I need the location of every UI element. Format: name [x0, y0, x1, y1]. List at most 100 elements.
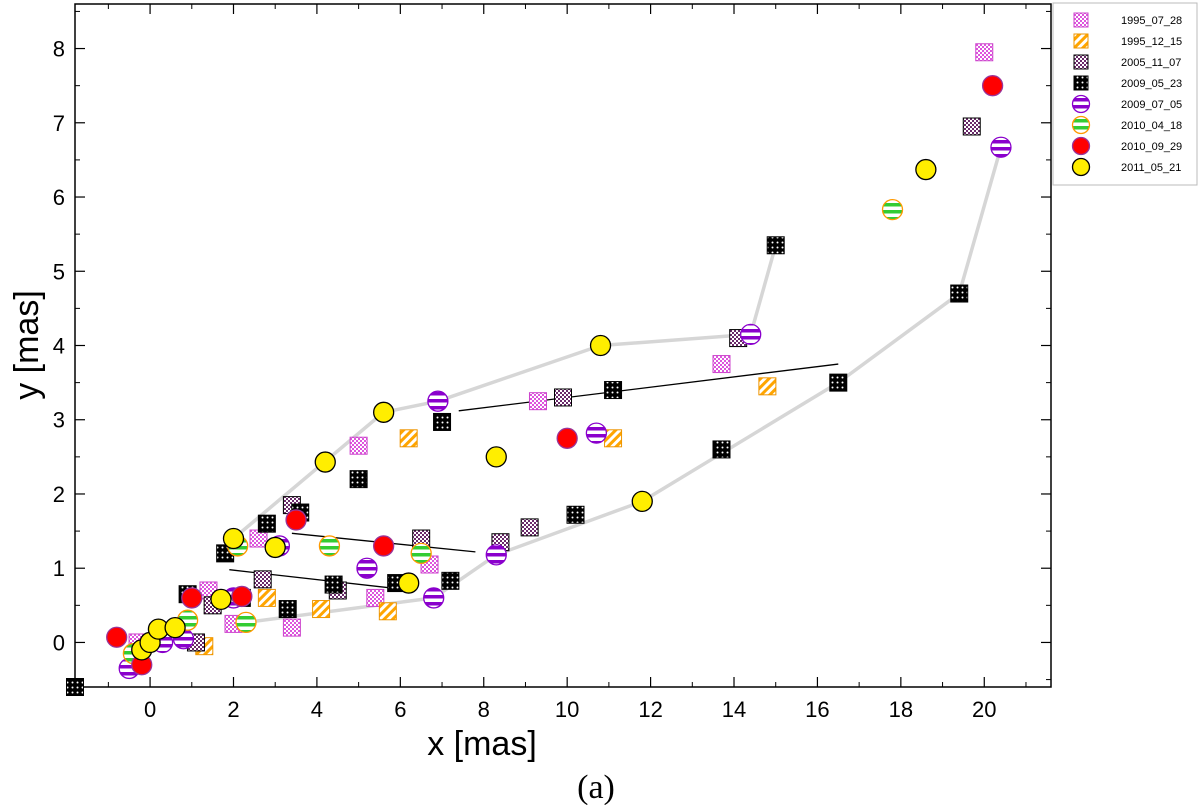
- point-1995_07_28: [528, 392, 547, 411]
- point-1995_12_15: [399, 429, 418, 448]
- y-tick-label: 0: [53, 630, 65, 655]
- legend-label-2009_05_23: 2009_05_23: [1121, 78, 1182, 90]
- legend-label-1995_12_15: 1995_12_15: [1121, 36, 1182, 48]
- point-2011_05_21: [915, 158, 937, 181]
- legend-label-2010_09_29: 2010_09_29: [1121, 141, 1182, 153]
- point-2010_09_29: [231, 585, 253, 608]
- point-2011_05_21: [372, 401, 395, 423]
- y-tick-label: 8: [53, 37, 65, 62]
- point-2009_07_05: [585, 422, 608, 444]
- y-tick-label: 5: [53, 259, 65, 284]
- figure-caption: (a): [577, 769, 615, 805]
- y-tick-label: 7: [53, 111, 65, 136]
- point-2005_11_07: [962, 117, 981, 136]
- point-2005_11_07: [520, 518, 539, 537]
- point-2011_05_21: [164, 616, 186, 639]
- x-tick-label: 4: [311, 697, 323, 722]
- y-axis-title: y [mas]: [8, 290, 46, 400]
- point-2011_05_21: [222, 527, 245, 550]
- point-1995_12_15: [758, 377, 777, 396]
- point-2010_04_18: [318, 535, 341, 557]
- point-1995_07_28: [366, 588, 385, 607]
- x-tick-label: 0: [144, 697, 156, 722]
- x-tick-label: 10: [555, 697, 579, 722]
- x-tick-label: 14: [722, 697, 746, 722]
- point-2011_05_21: [314, 451, 336, 473]
- point-2009_05_23: [433, 412, 452, 431]
- point-2009_05_23: [829, 373, 848, 392]
- y-tick-label: 1: [53, 556, 65, 581]
- point-1995_12_15: [312, 600, 331, 619]
- point-2009_07_05: [990, 136, 1012, 158]
- point-2009_05_23: [712, 440, 731, 459]
- legend-marker-1995_07_28: [1073, 12, 1089, 28]
- y-tick-label: 3: [53, 408, 65, 433]
- legend-marker-1995_12_15: [1073, 33, 1089, 49]
- point-2009_07_05: [356, 557, 378, 579]
- data-points: [66, 43, 1012, 696]
- legend-marker-2005_11_07: [1073, 54, 1089, 70]
- y-tick-label: 6: [53, 185, 65, 210]
- x-tick-label: 6: [394, 697, 406, 722]
- point-1995_12_15: [604, 429, 623, 448]
- x-tick-label: 8: [478, 697, 490, 722]
- point-2010_09_29: [181, 587, 203, 609]
- x-tick-label: 2: [227, 697, 239, 722]
- y-tick-label: 2: [53, 482, 65, 507]
- legend-label-2005_11_07: 2005_11_07: [1121, 57, 1181, 69]
- point-2010_09_29: [372, 535, 395, 557]
- point-2011_05_21: [485, 446, 507, 468]
- point-2010_04_18: [410, 542, 432, 565]
- x-tick-label: 20: [972, 697, 996, 722]
- point-2009_07_05: [427, 390, 449, 412]
- black-fit-line: [458, 363, 839, 412]
- point-2005_11_07: [253, 570, 272, 589]
- point-2011_05_21: [264, 536, 286, 559]
- point-2009_07_05: [740, 323, 762, 346]
- point-2011_05_21: [631, 490, 653, 513]
- legend: 1995_07_28 1995_12_15 2005_11_07 2009_05_23…: [1052, 2, 1198, 186]
- legend-marker-2011_05_21: [1071, 157, 1091, 177]
- point-1995_12_15: [257, 588, 276, 607]
- point-2010_09_29: [106, 626, 128, 648]
- point-2005_11_07: [554, 388, 572, 407]
- point-2009_07_05: [485, 544, 507, 566]
- x-tick-label: 16: [805, 697, 829, 722]
- point-2009_05_23: [950, 284, 969, 303]
- point-1995_07_28: [282, 618, 301, 637]
- legend-marker-2010_04_18: [1071, 115, 1091, 135]
- point-2009_05_23: [257, 514, 276, 533]
- point-1995_07_28: [712, 355, 731, 374]
- legend-marker-2010_09_29: [1071, 136, 1091, 156]
- legend-label-2011_05_21: 2011_05_21: [1121, 162, 1181, 174]
- point-2009_05_23: [66, 678, 84, 696]
- point-1995_07_28: [975, 43, 994, 62]
- point-2009_05_23: [604, 381, 623, 400]
- point-1995_12_15: [378, 602, 397, 621]
- legend-label-1995_07_28: 1995_07_28: [1121, 15, 1182, 27]
- grey-track-line: [749, 244, 778, 335]
- legend-label-2009_07_05: 2009_07_05: [1121, 99, 1182, 111]
- legend-marker-2009_07_05: [1071, 94, 1091, 114]
- legend-marker-2009_05_23: [1073, 75, 1089, 91]
- axis-ticks: [75, 4, 1051, 687]
- point-2010_04_18: [235, 611, 257, 634]
- point-2009_05_23: [278, 600, 297, 619]
- x-tick-label: 12: [638, 697, 662, 722]
- point-1995_07_28: [349, 436, 368, 455]
- x-tick-label: 18: [889, 697, 913, 722]
- y-tick-label: 4: [53, 334, 65, 359]
- legend-label-2010_04_18: 2010_04_18: [1121, 120, 1182, 132]
- grey-track-line: [232, 332, 751, 540]
- point-2009_05_23: [441, 571, 460, 590]
- plot-frame: [74, 3, 1052, 688]
- point-2010_09_29: [556, 427, 578, 449]
- point-2010_04_18: [881, 198, 904, 221]
- point-2011_05_21: [210, 588, 232, 611]
- legend-box: [1052, 2, 1198, 186]
- x-axis-title: x [mas]: [427, 725, 537, 763]
- point-2010_09_29: [981, 75, 1004, 97]
- point-2009_05_23: [766, 236, 785, 255]
